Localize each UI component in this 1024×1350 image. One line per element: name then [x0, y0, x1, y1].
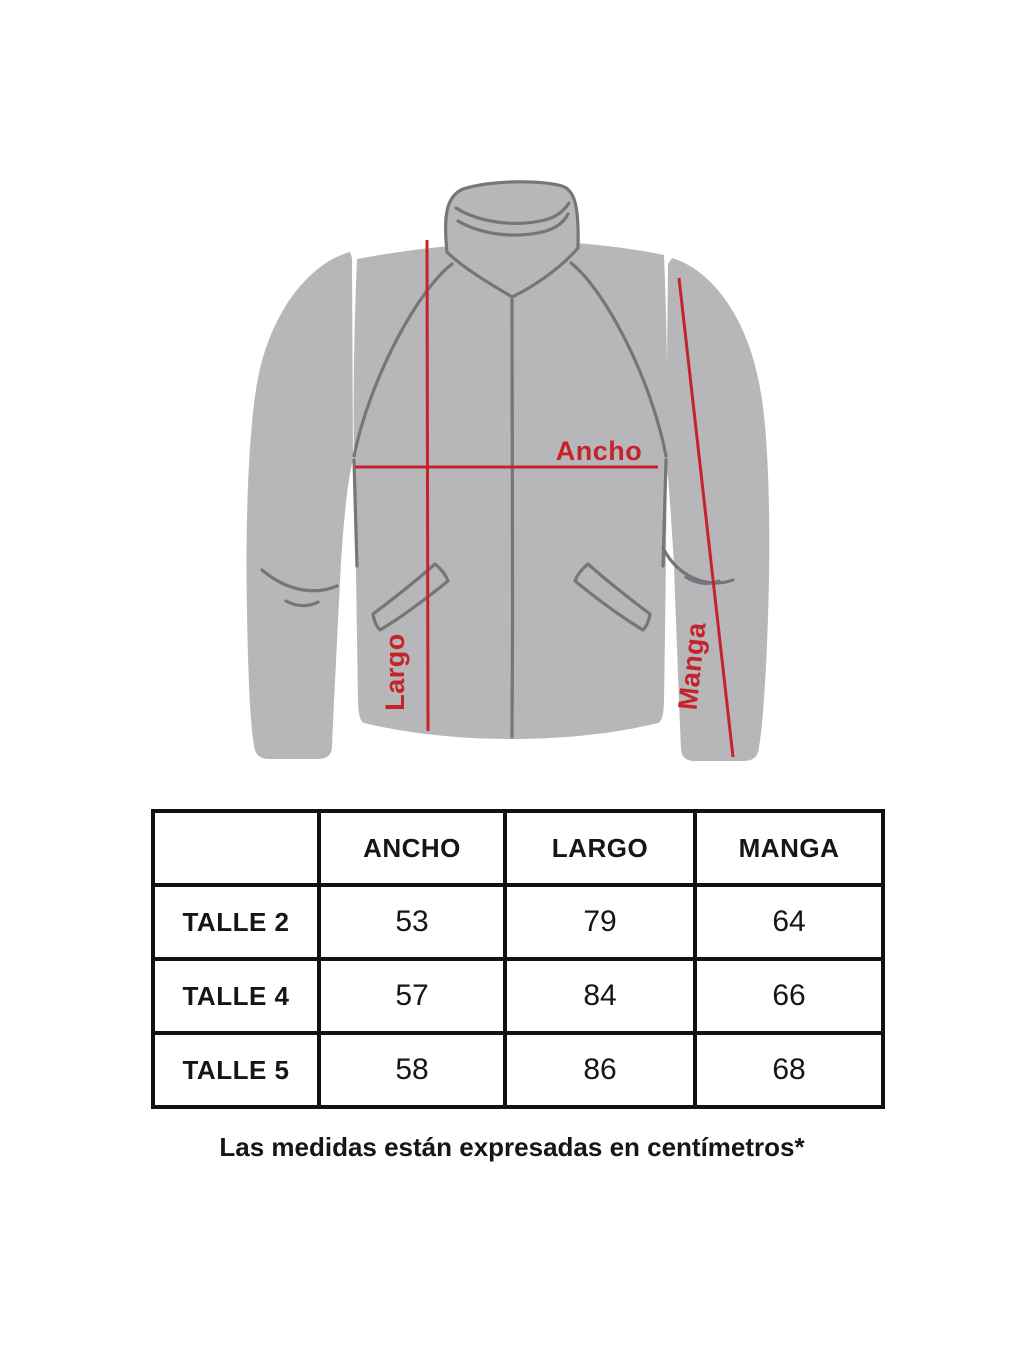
measurements-note: Las medidas están expresadas en centímet… — [219, 1132, 805, 1162]
header-cell-empty — [151, 809, 321, 887]
jacket-left-sleeve — [246, 252, 353, 759]
header-cell-ancho: ANCHO — [317, 809, 507, 887]
value-cell: 53 — [317, 883, 507, 961]
collar-fold-line-1 — [454, 201, 571, 225]
jacket-body — [353, 243, 668, 739]
size-table-header-row: ANCHO LARGO MANGA — [151, 809, 885, 887]
ancho-label: Ancho — [556, 436, 643, 466]
elbow-wrinkle-right-1 — [661, 546, 735, 585]
manga-measure-line — [677, 277, 735, 758]
table-row: TALLE 2 53 79 64 — [151, 883, 885, 961]
value-cell: 84 — [503, 957, 697, 1035]
jacket-diagram: Ancho Largo Manga — [246, 180, 770, 761]
value-cell: 79 — [503, 883, 697, 961]
value-cell: 64 — [693, 883, 885, 961]
elbow-wrinkle-right-2 — [684, 575, 721, 585]
table-row: TALLE 5 58 86 68 — [151, 1031, 885, 1109]
side-seam-left — [352, 458, 359, 568]
row-label: TALLE 2 — [151, 883, 321, 961]
side-seam-right — [661, 458, 668, 568]
largo-label: Largo — [380, 633, 410, 711]
value-cell: 57 — [317, 957, 507, 1035]
raglan-seam-right — [569, 261, 668, 458]
value-cell: 58 — [317, 1031, 507, 1109]
table-row: TALLE 4 57 84 66 — [151, 957, 885, 1035]
header-cell-largo: LARGO — [503, 809, 697, 887]
row-label: TALLE 5 — [151, 1031, 321, 1109]
header-cell-manga: MANGA — [693, 809, 885, 887]
pocket-right — [573, 562, 652, 632]
value-cell: 68 — [693, 1031, 885, 1109]
elbow-wrinkle-left-1 — [260, 568, 339, 593]
value-cell: 66 — [693, 957, 885, 1035]
value-cell: 86 — [503, 1031, 697, 1109]
jacket-collar — [443, 180, 580, 299]
raglan-seam-left — [352, 262, 454, 458]
size-table: ANCHO LARGO MANGA TALLE 2 53 79 64 TALLE… — [151, 809, 885, 1109]
row-label: TALLE 4 — [151, 957, 321, 1035]
zipper-seam — [510, 297, 515, 739]
collar-fold-line-2 — [456, 212, 570, 237]
elbow-wrinkle-left-2 — [284, 599, 320, 608]
largo-measure-line — [425, 239, 430, 732]
pocket-left — [371, 562, 450, 632]
